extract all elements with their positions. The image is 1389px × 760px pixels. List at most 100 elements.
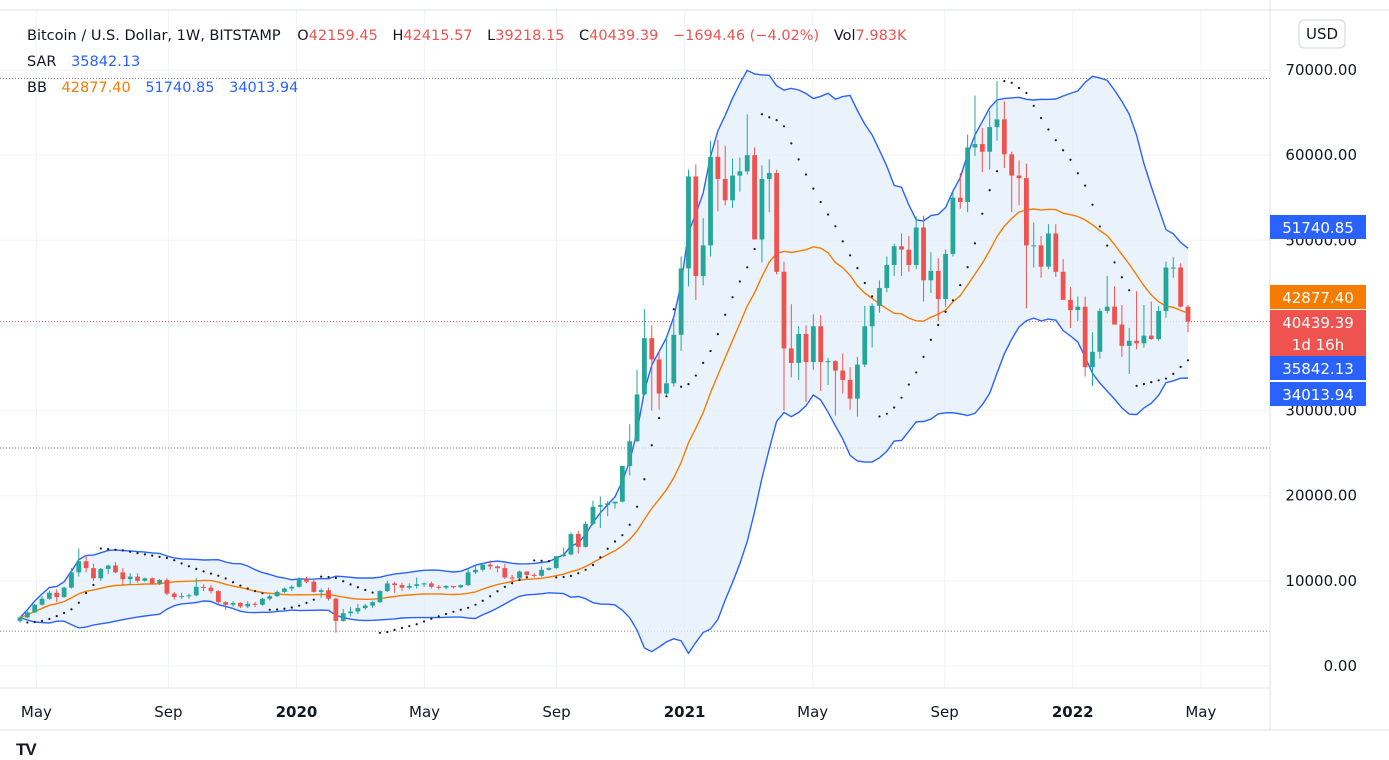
candle-body (1023, 178, 1029, 246)
candle-body (487, 564, 493, 567)
bb-basis-line (19, 208, 1189, 619)
candle-body (384, 583, 390, 592)
candle (32, 603, 38, 614)
sar-dot (1150, 381, 1153, 384)
sar-dot (1098, 225, 1101, 228)
candle-body (517, 571, 522, 579)
price-tag-bg (1270, 215, 1366, 239)
sar-dot (657, 416, 661, 420)
sar-dot (841, 240, 844, 243)
candle-body (825, 361, 831, 363)
parabolic-sar-dots (26, 79, 1190, 634)
candle-body (83, 561, 89, 569)
sar-dot (151, 554, 154, 557)
candle-body (252, 603, 258, 605)
candle-body (722, 178, 728, 201)
candle (1023, 163, 1029, 309)
sar-dot (231, 581, 235, 584)
sar-dot (85, 591, 88, 595)
sar-dot (885, 412, 888, 415)
sar-dot (246, 587, 249, 590)
price-tag-bg (1270, 310, 1366, 358)
sar-dot (1135, 384, 1138, 387)
candle-body (597, 505, 603, 507)
candle (487, 560, 493, 570)
candle-body (69, 572, 74, 588)
sar-dot (1010, 81, 1013, 84)
sar-dot (1076, 172, 1079, 175)
candle (340, 608, 346, 622)
sar-dot (863, 281, 866, 285)
candle (495, 565, 500, 573)
candle-body (832, 361, 838, 371)
tradingview-brand[interactable]: TV (16, 740, 42, 760)
sar-dot (672, 308, 675, 311)
time-axis[interactable]: May Sep 2020 May Sep 2021 May Sep 2022 May (21, 703, 1217, 721)
candle-body (436, 586, 442, 588)
candle (1126, 327, 1132, 374)
candle (61, 586, 67, 598)
candle-body (788, 348, 794, 363)
candle (1068, 287, 1073, 328)
candle (553, 556, 559, 569)
candle-body (1082, 306, 1088, 368)
sar-dot (988, 189, 991, 192)
sar-dot (422, 620, 426, 623)
candle-body (414, 584, 420, 586)
sar-dot (562, 575, 565, 579)
candle (1016, 160, 1022, 206)
candle (252, 602, 258, 608)
sar-dot (547, 559, 551, 563)
low-label: L (487, 28, 495, 44)
bb-lower-value: 34013.94 (229, 80, 298, 96)
sar-dot (1186, 359, 1190, 362)
candle (590, 500, 596, 526)
candle (502, 563, 508, 580)
legend-row-sar: SAR 35842.13 (27, 54, 140, 70)
candle-body (318, 590, 324, 592)
candle (656, 350, 662, 410)
candle-body (201, 586, 207, 588)
candle (737, 157, 743, 192)
sar-dot (775, 119, 778, 122)
candle-body (965, 147, 971, 202)
tradingview-logo-icon: TV (16, 740, 37, 759)
candle (1060, 259, 1066, 300)
currency-button[interactable]: USD (1298, 19, 1346, 49)
candle-body (1156, 310, 1162, 340)
candle (69, 568, 74, 589)
sar-dot (224, 577, 227, 580)
sar-dot (283, 607, 286, 610)
sar-dot (716, 333, 719, 336)
candle-body (943, 253, 948, 300)
candle-body (54, 592, 60, 598)
candle-body (245, 603, 251, 607)
sar-dot (26, 621, 29, 624)
candle (1170, 257, 1176, 278)
sar-dot (1054, 139, 1057, 142)
sar-dot (195, 567, 198, 571)
price-tag-label: 34013.94 (1282, 386, 1354, 404)
candle (832, 360, 838, 416)
sar-dot (481, 599, 484, 602)
candle-body (509, 577, 515, 579)
candle-body (744, 155, 750, 172)
x-tick-label: May (797, 703, 828, 721)
candle (994, 81, 1000, 141)
sar-dot (848, 254, 852, 257)
candle-body (605, 503, 611, 506)
candle-body (24, 612, 30, 618)
candle-body (715, 156, 721, 179)
candle (135, 573, 140, 583)
sar-dot (136, 552, 139, 555)
x-tick-label: May (21, 703, 52, 721)
candle-body (1119, 324, 1125, 346)
candle-body (1001, 119, 1007, 155)
candle (1009, 151, 1015, 213)
open-value: 42159.45 (309, 28, 378, 44)
candle-body (304, 579, 309, 582)
candle-body (913, 227, 919, 265)
x-tick-label: Sep (542, 703, 570, 721)
